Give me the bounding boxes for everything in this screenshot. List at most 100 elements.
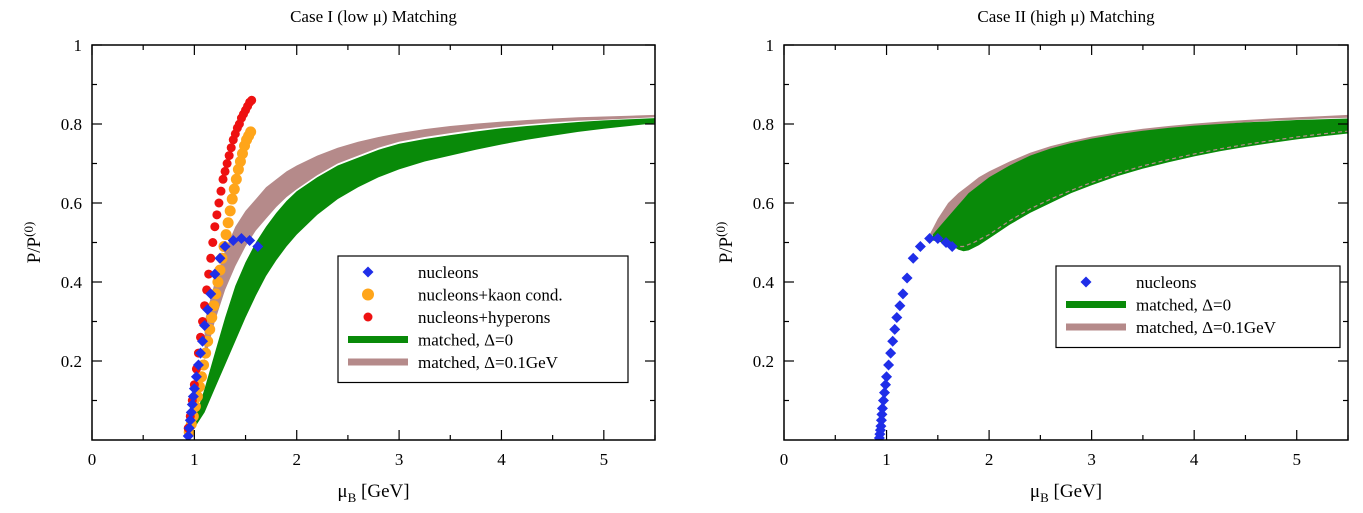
legend-label: matched, Δ=0.1GeV [1136, 318, 1277, 337]
y-tick-label: 0.6 [61, 194, 82, 213]
legend-label: nucleons+hyperons [418, 308, 550, 327]
legend-label: matched, Δ=0 [1136, 296, 1231, 315]
series-nucleons [873, 233, 958, 440]
hyperon-point [224, 151, 234, 161]
band-matched-0 [194, 118, 655, 429]
x-tick-label: 2 [985, 450, 994, 469]
hyperon-point [210, 222, 220, 232]
nucleon-point [192, 359, 204, 371]
nucleon-point [190, 371, 202, 383]
x-axis-label: μB [GeV] [337, 481, 409, 505]
hyperon-point [220, 166, 230, 176]
nucleon-point [914, 240, 926, 252]
kaon-point [206, 312, 218, 324]
nucleon-point [202, 304, 214, 316]
nucleon-point [880, 379, 892, 391]
legend: nucleons matched, Δ=0 matched, Δ=0.1GeV [1055, 265, 1341, 349]
x-axis-label-sub: B [348, 490, 357, 505]
x-axis-label-sub: B [1040, 490, 1049, 505]
x-tick-label: 5 [1292, 450, 1301, 469]
nucleon-point [901, 272, 913, 284]
nucleon-point [894, 300, 906, 312]
nucleon-point [897, 288, 909, 300]
legend-label: nucleons+kaon cond. [418, 286, 563, 305]
plot-area [873, 114, 1348, 440]
nucleon-point [182, 430, 194, 440]
panel-2: 0 1 2 3 4 5 0.2 0.4 0.6 0.8 1 Case II (high μ) Matc… [713, 7, 1349, 505]
hyperon-point [208, 238, 218, 247]
plot-frame [783, 44, 1349, 441]
nucleon-point [235, 233, 247, 245]
y-axis-label: P/P(0) [21, 222, 45, 264]
x-tick-label: 2 [292, 450, 301, 469]
nucleon-point [889, 323, 901, 335]
x-axis-label-tail: [GeV] [1049, 481, 1102, 502]
x-tick-label: 3 [395, 450, 404, 469]
kaon-point [228, 183, 240, 195]
nucleon-point [195, 347, 207, 359]
nucleon-point [205, 288, 217, 300]
nucleon-point [209, 268, 221, 280]
kaon-point [230, 173, 242, 185]
y-tick-label: 1 [766, 36, 775, 55]
y-tick-label: 0.2 [61, 352, 82, 371]
nucleon-point [185, 406, 197, 418]
legend: nucleons nucleons+kaon cond. nucleons+hype… [337, 255, 629, 384]
hyperon-point [222, 159, 232, 168]
nucleon-point [188, 383, 200, 395]
legend-label: matched, Δ=0 [418, 331, 513, 350]
panel-1: 0 1 2 3 4 5 0.2 0.4 0.6 0.8 1 Case I (low μ) Matchi… [21, 7, 656, 505]
hyperon-point [226, 143, 236, 153]
nucleon-point [186, 398, 198, 410]
nucleon-point [878, 387, 890, 399]
chart-title: Case I (low μ) Matching [290, 7, 457, 26]
x-tick-label: 3 [1087, 450, 1096, 469]
legend-marker-nucleons [1080, 276, 1092, 288]
y-tick-label: 0.8 [61, 115, 82, 134]
y-tick-label: 0.2 [753, 352, 774, 371]
nucleon-point [881, 371, 893, 383]
y-axis-label: P/P(0) [713, 222, 737, 264]
series-nucleons [182, 233, 264, 440]
hyperon-point [206, 253, 216, 263]
kaon-point [245, 126, 257, 138]
hyperon-point [212, 210, 222, 220]
nucleon-point [885, 347, 897, 359]
nucleon-point [183, 422, 195, 434]
kaon-point [226, 193, 238, 205]
nucleon-point [197, 335, 209, 347]
nucleon-point [219, 240, 231, 252]
legend-label: nucleons [1136, 273, 1196, 292]
nucleon-point [887, 335, 899, 347]
nucleon-point [891, 312, 903, 324]
hyperon-point [218, 174, 228, 184]
y-tick-label: 0.4 [61, 273, 83, 292]
nucleon-point [214, 252, 226, 264]
band-matched-0 [932, 118, 1348, 252]
x-axis-label: μB [GeV] [1030, 481, 1102, 505]
hyperon-point [247, 95, 257, 105]
kaon-point [220, 229, 232, 241]
nucleon-point [924, 233, 936, 245]
hyperon-point [216, 186, 226, 196]
nucleon-point [907, 252, 919, 264]
nucleon-point [252, 240, 264, 252]
nucleon-point [883, 359, 895, 371]
nucleon-point [244, 235, 256, 247]
x-tick-label: 1 [882, 450, 891, 469]
hyperon-point [204, 269, 214, 279]
y-tick-label: 1 [74, 36, 83, 55]
kaon-point [224, 205, 236, 217]
dashed-curve [953, 130, 1348, 248]
hyperon-point [214, 198, 224, 208]
y-tick-label: 0.4 [753, 273, 775, 292]
kaon-point [222, 217, 234, 229]
x-axis-label-main: μ [337, 481, 347, 502]
nucleon-point [876, 402, 888, 414]
nucleon-point [877, 395, 889, 406]
y-tick-label: 0.8 [753, 115, 774, 134]
nucleon-point [932, 233, 944, 245]
y-axis-label-sup: (0) [21, 222, 36, 237]
x-tick-label: 0 [88, 450, 97, 469]
